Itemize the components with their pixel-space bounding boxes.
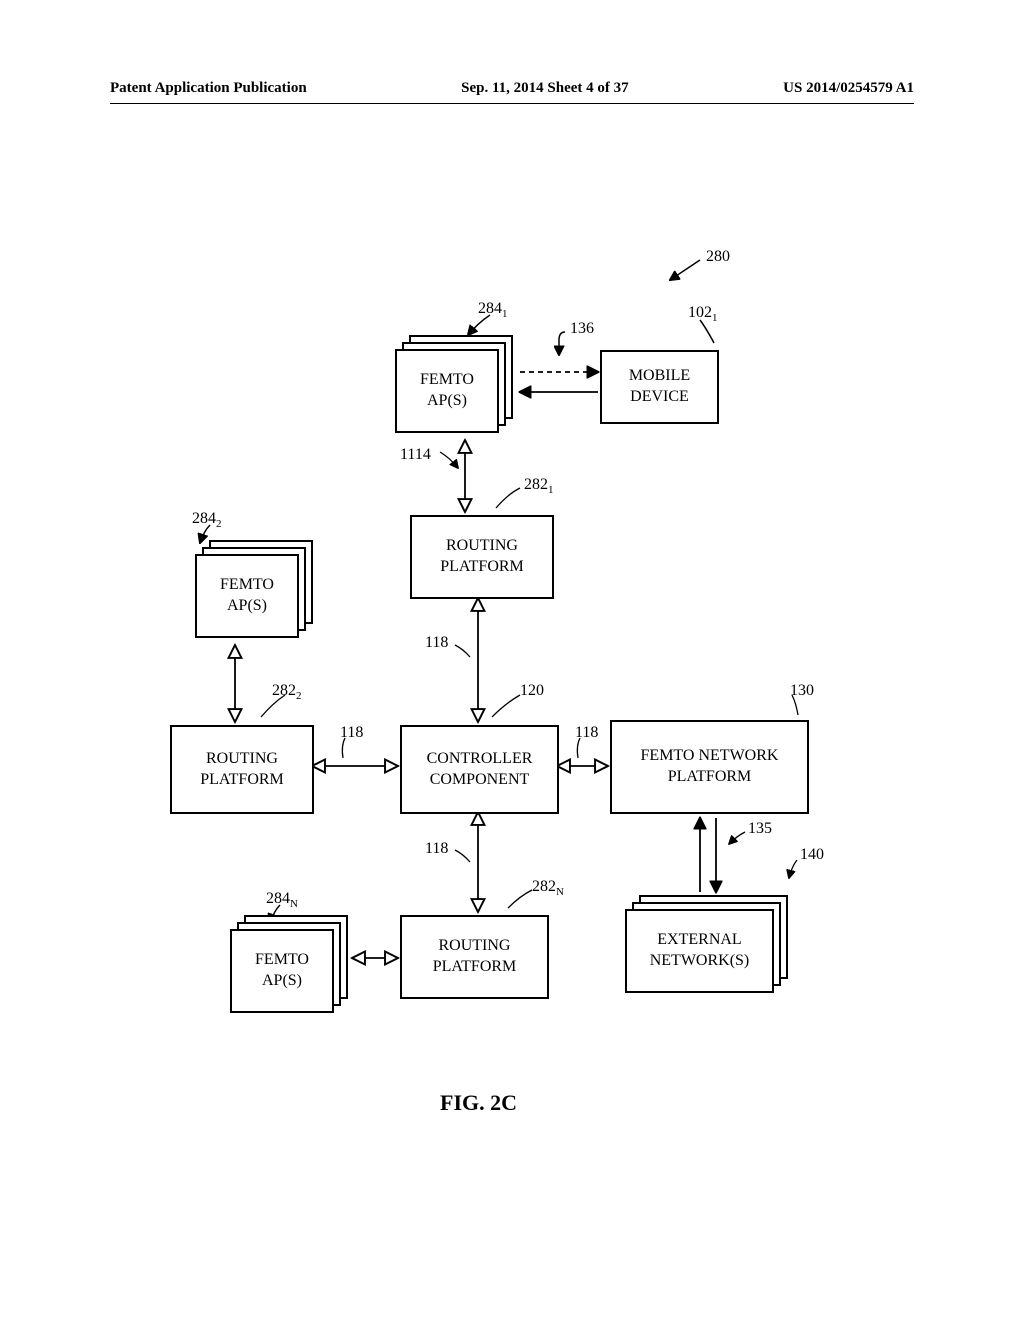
figure-caption: FIG. 2C <box>440 1090 517 1116</box>
routing-platform-1: ROUTINGPLATFORM <box>410 515 554 599</box>
ref-1114: 1114 <box>400 446 431 464</box>
ref-118-d: 118 <box>425 840 448 858</box>
header-publication: Patent Application Publication <box>110 80 307 97</box>
ref-130: 130 <box>790 682 814 700</box>
ref-118-b: 118 <box>340 724 363 742</box>
ref-280: 280 <box>706 248 730 266</box>
ref-282-1: 2821 <box>524 476 554 496</box>
mobile-device: MOBILEDEVICE <box>600 350 719 424</box>
femto-ap-1-stack: FEMTOAP(S) <box>395 335 520 430</box>
femto-ap-2: FEMTOAP(S) <box>195 554 299 638</box>
controller-component: CONTROLLERCOMPONENT <box>400 725 559 814</box>
routing-platform-2: ROUTINGPLATFORM <box>170 725 314 814</box>
page-header: Patent Application Publication Sep. 11, … <box>110 80 914 104</box>
ref-284-1: 2841 <box>478 300 508 320</box>
ref-135: 135 <box>748 820 772 838</box>
ref-136: 136 <box>570 320 594 338</box>
ref-118-c: 118 <box>575 724 598 742</box>
ref-120: 120 <box>520 682 544 700</box>
ref-284-2: 2842 <box>192 510 222 530</box>
ref-282-2: 2822 <box>272 682 302 702</box>
femto-ap-n: FEMTOAP(S) <box>230 929 334 1013</box>
ref-140: 140 <box>800 846 824 864</box>
ref-118-a: 118 <box>425 634 448 652</box>
header-patent-number: US 2014/0254579 A1 <box>783 80 914 97</box>
ref-102-1: 1021 <box>688 304 718 324</box>
ref-284-n: 284N <box>266 890 298 910</box>
external-networks-stack: EXTERNALNETWORK(S) <box>625 895 795 995</box>
femto-network-platform: FEMTO NETWORKPLATFORM <box>610 720 809 814</box>
ref-282-n: 282N <box>532 878 564 898</box>
femto-ap-2-stack: FEMTOAP(S) <box>195 540 320 635</box>
femto-ap-1: FEMTOAP(S) <box>395 349 499 433</box>
figure-2c: FEMTOAP(S) MOBILEDEVICE ROUTINGPLATFORM … <box>0 120 1024 1170</box>
connectors-overlay <box>0 120 1024 1170</box>
page: Patent Application Publication Sep. 11, … <box>0 0 1024 1320</box>
header-date-sheet: Sep. 11, 2014 Sheet 4 of 37 <box>461 80 629 97</box>
femto-ap-n-stack: FEMTOAP(S) <box>230 915 355 1010</box>
external-networks: EXTERNALNETWORK(S) <box>625 909 774 993</box>
routing-platform-n: ROUTINGPLATFORM <box>400 915 549 999</box>
